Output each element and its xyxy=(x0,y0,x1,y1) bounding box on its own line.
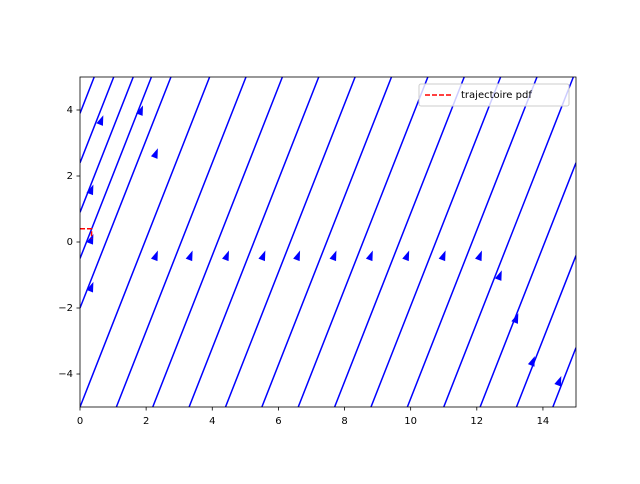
streamline xyxy=(370,77,502,407)
streamline xyxy=(333,77,465,407)
streamline xyxy=(479,162,576,407)
stream-arrow xyxy=(150,250,158,262)
y-tick-label: 4 xyxy=(67,105,73,116)
x-tick-label: 8 xyxy=(341,416,347,427)
x-tick-label: 14 xyxy=(537,416,550,427)
x-tick-label: 12 xyxy=(470,416,483,427)
streamline xyxy=(80,77,172,309)
legend-label: trajectoire pdf xyxy=(461,90,532,101)
x-tick-label: 2 xyxy=(143,416,149,427)
plot-area xyxy=(80,77,576,407)
y-tick-label: −4 xyxy=(58,369,73,380)
y-tick-label: 2 xyxy=(67,171,73,182)
stream-arrow xyxy=(438,250,446,262)
trajectory-line xyxy=(80,228,93,239)
streamline xyxy=(406,77,538,407)
stream-arrow xyxy=(329,250,337,262)
streamline xyxy=(80,77,134,213)
x-tick-label: 0 xyxy=(77,416,83,427)
streamline xyxy=(224,77,356,407)
streamline xyxy=(552,347,576,407)
stream-arrow xyxy=(150,148,158,159)
streamline xyxy=(80,77,211,407)
streamline xyxy=(297,77,429,407)
x-tick-label: 6 xyxy=(275,416,281,427)
plot-layer xyxy=(80,77,576,407)
y-tick-label: 0 xyxy=(67,237,73,248)
stream-arrow xyxy=(494,270,502,281)
streamline xyxy=(80,77,115,164)
streamline xyxy=(80,77,95,114)
stream-arrow xyxy=(86,281,94,293)
streamline xyxy=(152,77,284,407)
stream-arrow xyxy=(475,250,482,262)
stream-arrow xyxy=(511,313,519,324)
stream-arrow xyxy=(554,375,562,387)
stream-arrow xyxy=(527,356,535,367)
stream-arrow xyxy=(258,250,266,262)
x-tick-label: 10 xyxy=(404,416,417,427)
legend-box xyxy=(418,83,570,107)
stream-arrow xyxy=(365,250,373,262)
streamline xyxy=(443,77,575,407)
stream-arrow xyxy=(402,250,410,262)
streamline xyxy=(515,255,576,407)
x-tick-label: 4 xyxy=(209,416,215,427)
streamline xyxy=(188,77,320,407)
stream-arrow xyxy=(136,105,144,116)
stream-arrow xyxy=(222,250,229,262)
streamline xyxy=(115,77,247,407)
stream-arrow xyxy=(86,184,94,196)
stream-arrow xyxy=(185,250,193,262)
stream-arrow xyxy=(96,115,104,126)
streamline xyxy=(261,77,393,407)
stream-arrow xyxy=(86,234,94,245)
y-tick-label: −2 xyxy=(58,303,73,314)
stream-arrow xyxy=(293,250,301,262)
